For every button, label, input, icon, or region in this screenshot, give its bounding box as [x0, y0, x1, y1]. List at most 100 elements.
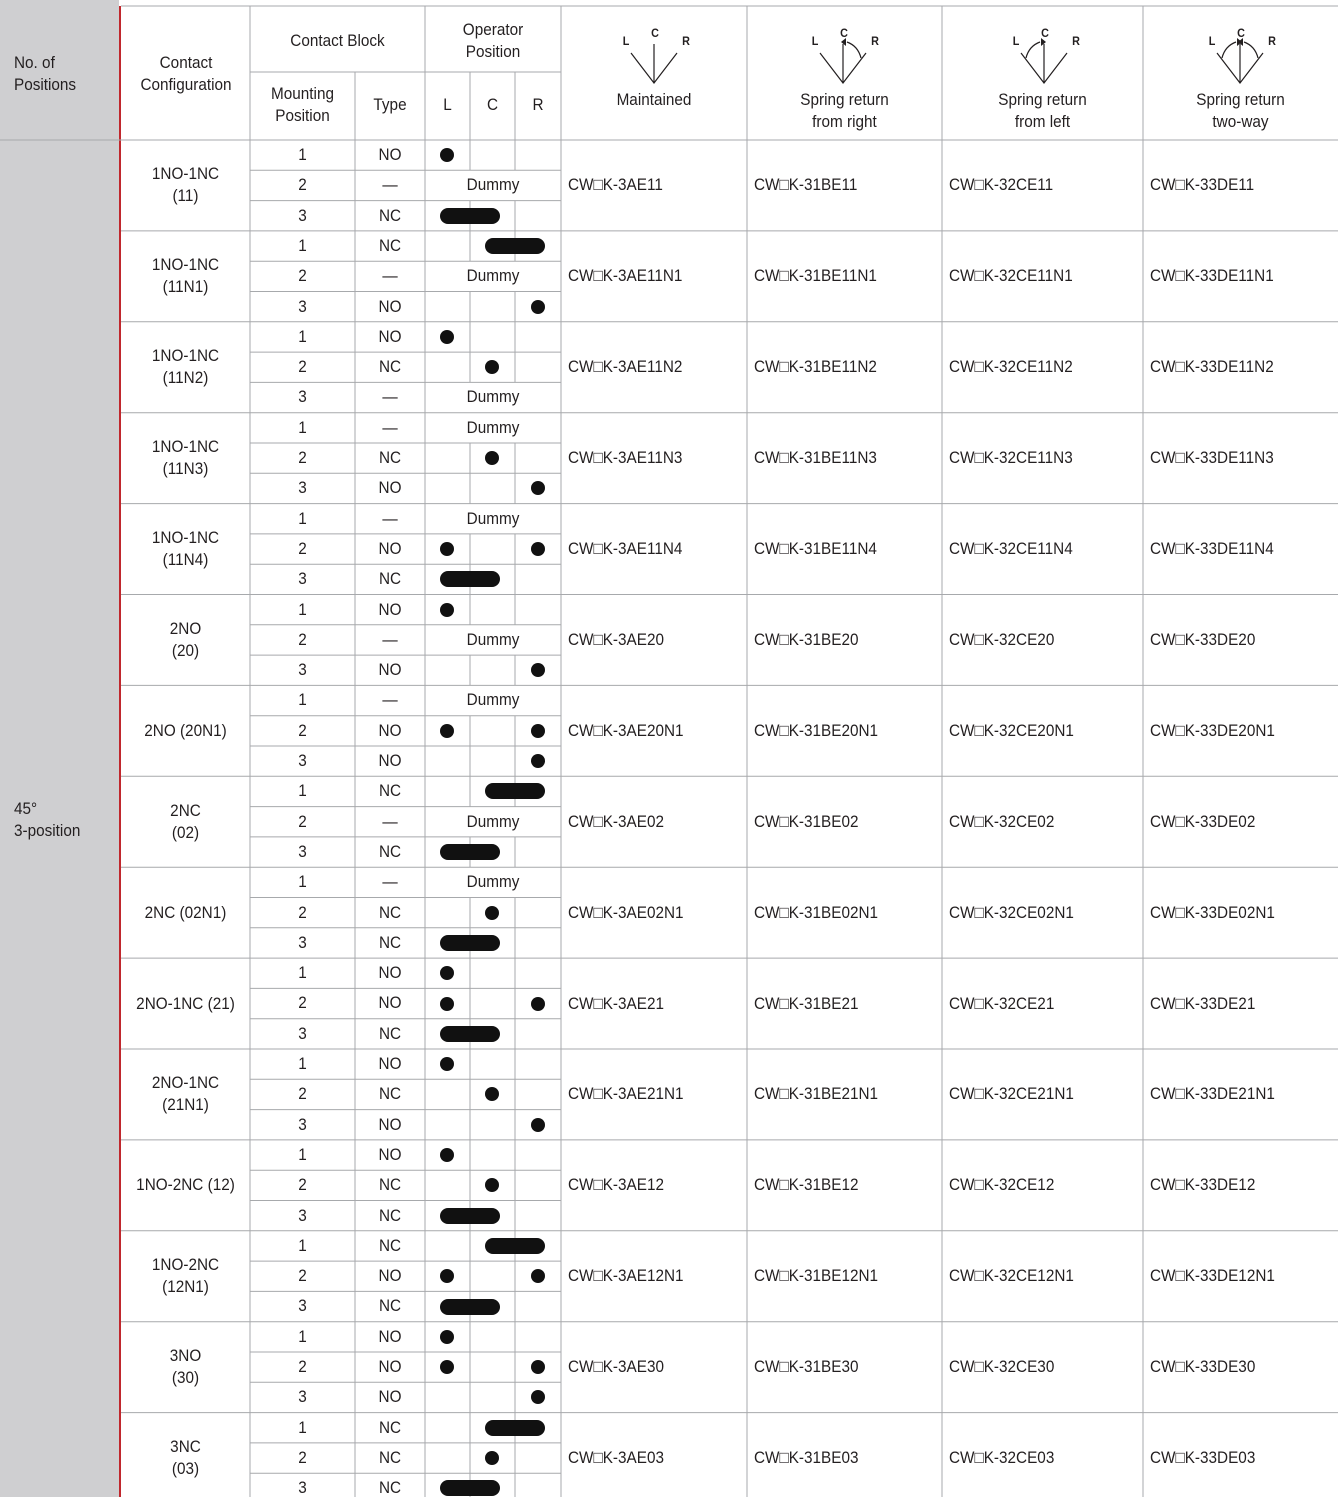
- contact-closed-dot-r: [531, 1360, 545, 1375]
- contact-configuration-label: 1NO-1NC (11N2): [151, 346, 220, 388]
- contact-configuration-label: 1NO-1NC (11N4): [151, 528, 220, 570]
- model-spring-return-two-way: CW□K-33DE12N1: [1150, 1266, 1275, 1286]
- mounting-position-cell: 3: [298, 1387, 307, 1407]
- position-column-background: [0, 0, 119, 1497]
- mounting-position-cell: 3: [298, 932, 307, 952]
- diagram-r-label: R: [1072, 34, 1080, 48]
- maintained-header: Maintained: [616, 90, 692, 109]
- pos-r-header: R: [532, 95, 544, 114]
- spring-return-right-header: Spring return from right: [800, 90, 889, 131]
- type-cell: NC: [378, 448, 402, 467]
- diagram-l-label: L: [622, 34, 630, 48]
- contact-closed-dot-c: [485, 1087, 499, 1102]
- type-cell: NC: [378, 1478, 402, 1498]
- model-spring-return-right: CW□K-31BE02N1: [754, 902, 879, 922]
- type-cell: NC: [378, 205, 402, 225]
- type-cell: NO: [378, 145, 402, 164]
- type-cell: —: [382, 508, 398, 528]
- contact-closed-dot-r: [531, 1269, 545, 1284]
- model-spring-return-right: CW□K-31BE11: [754, 175, 858, 195]
- model-spring-return-two-way: CW□K-33DE11: [1150, 175, 1255, 195]
- diagram-c-label: C: [1237, 26, 1245, 40]
- contact-closed-bar-left-center: [439, 571, 500, 588]
- spring-return-right-diagram-icon: [819, 38, 867, 84]
- type-cell: NO: [378, 1387, 402, 1407]
- model-spring-return-two-way: CW□K-33DE11N2: [1150, 357, 1274, 377]
- mounting-position-cell: 2: [298, 266, 307, 286]
- contact-closed-dot-r: [531, 1117, 545, 1132]
- model-spring-return-two-way: CW□K-33DE11N4: [1150, 539, 1274, 559]
- contact-closed-bar-left-center: [439, 1480, 500, 1497]
- mounting-position-cell: 2: [298, 448, 307, 467]
- mounting-position-cell: 3: [298, 751, 307, 770]
- model-spring-return-two-way: CW□K-33DE03: [1150, 1448, 1256, 1468]
- model-spring-return-right: CW□K-31BE30: [754, 1357, 859, 1377]
- contact-configuration-label: 2NO (20N1): [144, 720, 227, 740]
- type-cell: —: [382, 811, 398, 831]
- contact-configuration-label: 3NC (03): [170, 1437, 201, 1479]
- model-spring-return-right: CW□K-31BE11N3: [754, 448, 877, 468]
- type-cell: NC: [378, 235, 402, 255]
- contact-configuration-label: 3NO (30): [169, 1346, 202, 1388]
- model-spring-return-right: CW□K-31BE12N1: [754, 1266, 879, 1286]
- contact-closed-dot-r: [531, 723, 545, 738]
- dummy-label: Dummy: [466, 508, 520, 528]
- model-spring-return-right: CW□K-31BE20N1: [754, 720, 879, 740]
- dummy-label: Dummy: [466, 175, 520, 195]
- model-spring-return-two-way: CW□K-33DE21: [1150, 993, 1256, 1013]
- mounting-position-cell: 2: [298, 720, 307, 740]
- type-cell: NO: [378, 599, 402, 619]
- contact-closed-bar-center-right: [485, 1419, 545, 1436]
- contact-closed-dot-l: [440, 966, 454, 981]
- contact-closed-bar-left-center: [439, 207, 500, 224]
- mounting-position-cell: 2: [298, 1175, 307, 1195]
- type-cell: NC: [378, 1205, 402, 1225]
- contact-configuration-label: 1NO-2NC (12): [136, 1175, 235, 1195]
- model-spring-return-left: CW□K-32CE11: [949, 175, 1054, 195]
- type-cell: —: [382, 690, 398, 710]
- contact-closed-dot-l: [440, 329, 454, 344]
- type-cell: NC: [378, 1447, 402, 1467]
- mounting-position-cell: 1: [298, 872, 307, 892]
- mounting-position-cell: 2: [298, 1357, 307, 1376]
- operator-position-header: Operator Position: [462, 20, 524, 61]
- contact-closed-dot-r: [531, 299, 545, 314]
- contact-closed-dot-r: [531, 1390, 545, 1405]
- model-maintained: CW□K-3AE11N2: [568, 357, 683, 377]
- mounting-position-cell: 3: [298, 478, 307, 498]
- spring-return-left-header: Spring return from left: [998, 90, 1087, 131]
- mounting-position-cell: 1: [298, 326, 307, 346]
- diagram-c-label: C: [651, 26, 659, 40]
- mounting-position-cell: 1: [298, 235, 307, 255]
- model-spring-return-left: CW□K-32CE11N1: [949, 266, 1073, 286]
- type-cell: NC: [378, 781, 402, 801]
- model-spring-return-two-way: CW□K-33DE02: [1150, 811, 1256, 831]
- mounting-position-cell: 1: [298, 508, 307, 528]
- model-spring-return-left: CW□K-32CE11N2: [949, 357, 1073, 377]
- config-header: Contact Configuration: [140, 53, 232, 94]
- contact-closed-dot-r: [531, 542, 545, 557]
- model-spring-return-left: CW□K-32CE12N1: [949, 1266, 1074, 1286]
- dummy-label: Dummy: [466, 872, 520, 892]
- model-spring-return-left: CW□K-32CE12: [949, 1175, 1055, 1195]
- model-spring-return-two-way: CW□K-33DE30: [1150, 1357, 1256, 1377]
- model-spring-return-two-way: CW□K-33DE20N1: [1150, 720, 1275, 740]
- pos-l-header: L: [443, 95, 452, 114]
- mounting-position-cell: 1: [298, 963, 307, 983]
- contact-closed-dot-l: [440, 542, 454, 557]
- mounting-position-cell: 1: [298, 1417, 307, 1437]
- type-cell: NO: [378, 1054, 402, 1073]
- type-cell: NC: [378, 569, 402, 589]
- contact-closed-bar-left-center: [439, 1207, 500, 1224]
- model-spring-return-right: CW□K-31BE02: [754, 811, 859, 831]
- mounting-position-cell: 3: [298, 296, 307, 316]
- mounting-position-cell: 1: [298, 781, 307, 801]
- contact-configuration-label: 1NO-2NC (12N1): [151, 1255, 220, 1297]
- contact-closed-bar-left-center: [439, 844, 500, 861]
- type-cell: —: [382, 872, 398, 892]
- model-spring-return-right: CW□K-31BE21N1: [754, 1084, 879, 1104]
- model-spring-return-two-way: CW□K-33DE11N1: [1150, 266, 1274, 286]
- mounting-position-cell: 3: [298, 569, 307, 589]
- type-cell: —: [382, 175, 398, 195]
